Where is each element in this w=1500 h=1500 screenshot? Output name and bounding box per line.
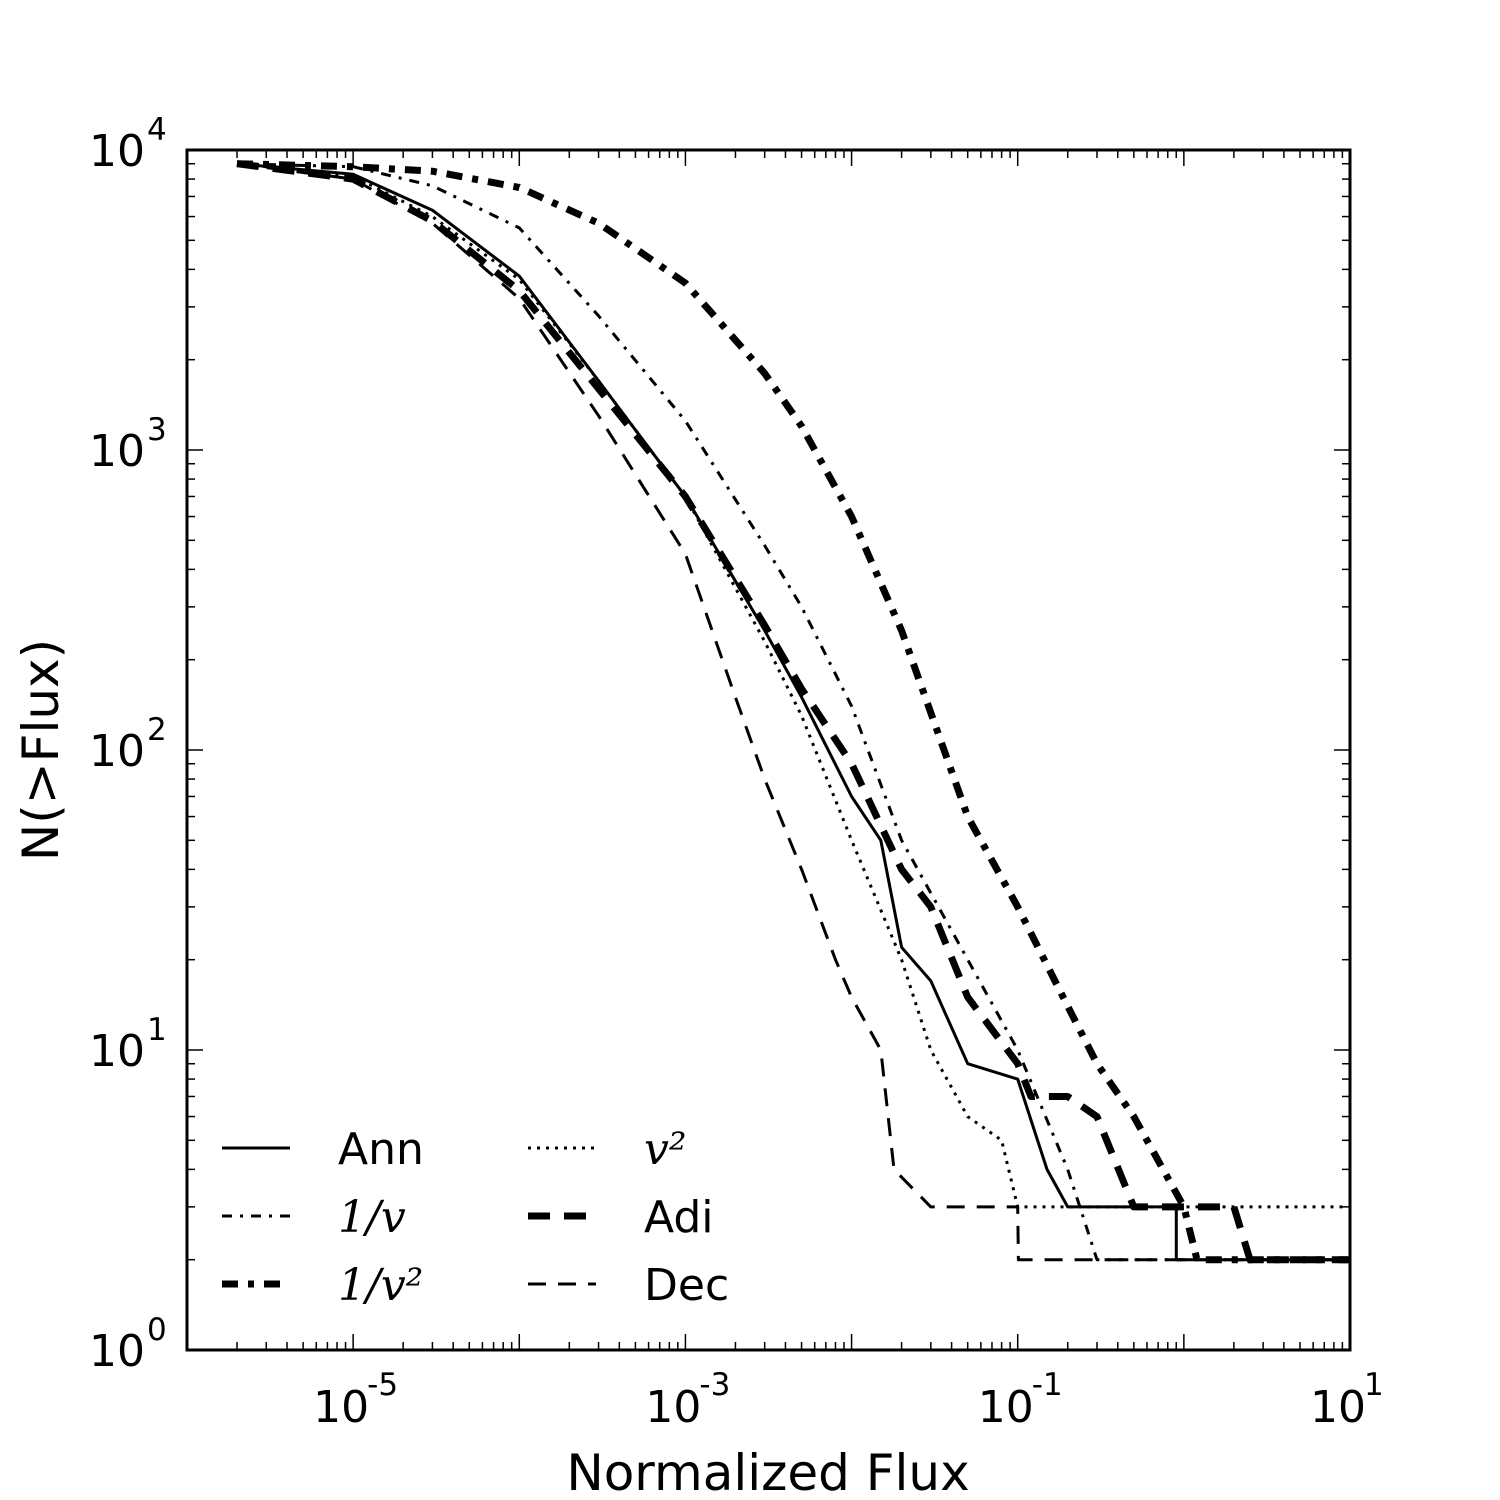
y-tick-label-exponent: 0 xyxy=(147,1312,167,1348)
y-tick-label: 10 xyxy=(89,1026,145,1077)
legend: Ann 1/v 1/v² v² Adi Dec xyxy=(222,1124,729,1311)
y-tick-label: 10 xyxy=(89,726,145,777)
x-tick-label: 10 xyxy=(645,1382,701,1433)
series-line-1 xyxy=(236,162,1350,1262)
x-tick-label: 10 xyxy=(1310,1382,1366,1433)
x-tick-label-exponent: 1 xyxy=(1364,1367,1384,1403)
x-tick-label: 10 xyxy=(978,1382,1034,1433)
series-line-4 xyxy=(236,162,1350,1209)
plot-frame xyxy=(185,148,1352,1352)
legend-label: Ann xyxy=(338,1124,424,1175)
series-line-5 xyxy=(236,160,1350,1264)
y-tick-label: 10 xyxy=(89,426,145,477)
legend-label: 1/v xyxy=(338,1192,406,1243)
x-tick-label: 10 xyxy=(313,1382,369,1433)
legend-label: 1/v² xyxy=(338,1260,423,1311)
series-line-3 xyxy=(236,160,1350,1264)
legend-label: v² xyxy=(644,1124,687,1175)
legend-label: Adi xyxy=(644,1192,713,1243)
y-tick-label: 10 xyxy=(89,126,145,177)
x-tick-labels: 10-5 10-3 10-1 101 xyxy=(313,1367,1384,1433)
y-tick-label-exponent: 1 xyxy=(147,1012,167,1048)
x-tick-label-exponent: -3 xyxy=(699,1367,730,1403)
y-tick-label-exponent: 3 xyxy=(147,412,167,448)
series-line-6 xyxy=(236,162,1350,1262)
x-axis-label: Normalized Flux xyxy=(566,1444,969,1500)
legend-label: Dec xyxy=(644,1260,729,1311)
x-tick-label-exponent: -5 xyxy=(367,1367,398,1403)
x-tick-label-exponent: -1 xyxy=(1032,1367,1063,1403)
y-tick-label-exponent: 2 xyxy=(147,712,167,748)
y-tick-label-exponent: 4 xyxy=(147,112,167,148)
y-tick-label: 10 xyxy=(89,1326,145,1377)
series-layer xyxy=(236,160,1350,1264)
y-axis-label: N(>Flux) xyxy=(12,639,70,861)
